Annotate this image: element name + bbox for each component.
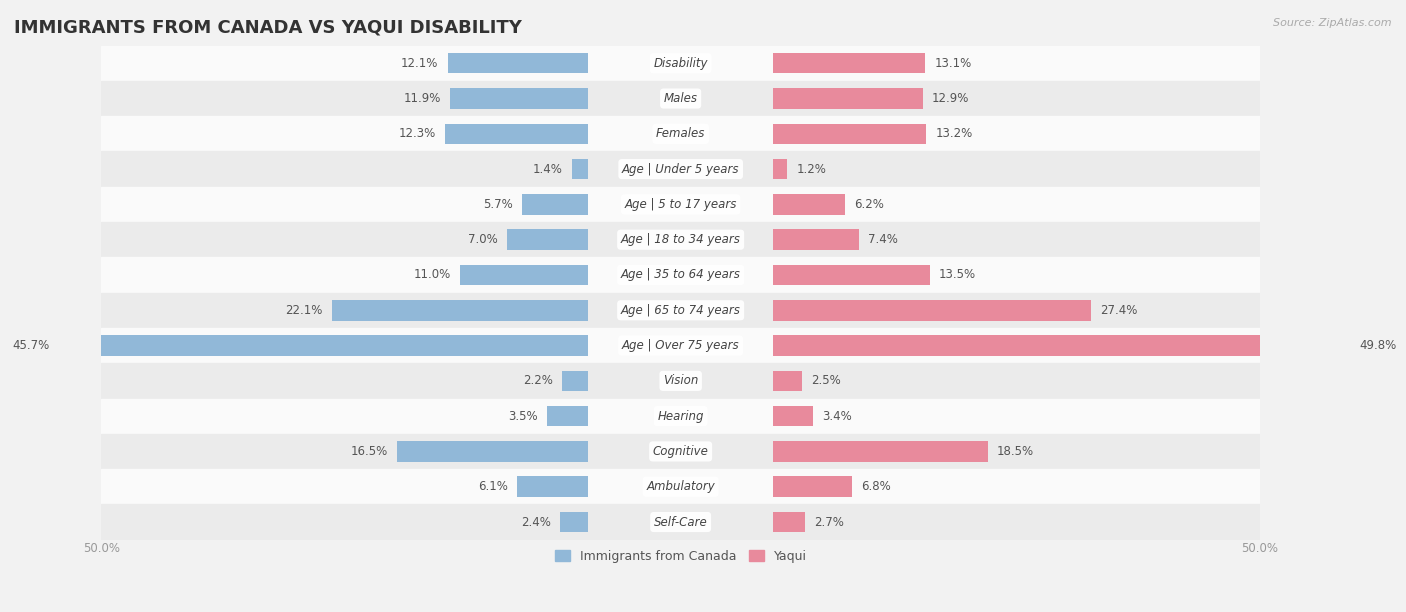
Bar: [517, 477, 588, 497]
Text: 3.5%: 3.5%: [509, 409, 538, 423]
Text: Age | 18 to 34 years: Age | 18 to 34 years: [620, 233, 741, 246]
Bar: [101, 398, 1260, 434]
Legend: Immigrants from Canada, Yaqui: Immigrants from Canada, Yaqui: [550, 545, 811, 568]
Text: 18.5%: 18.5%: [997, 445, 1035, 458]
Bar: [101, 152, 1260, 187]
Text: 12.1%: 12.1%: [401, 57, 439, 70]
Bar: [101, 434, 1260, 469]
Bar: [101, 363, 1260, 398]
Bar: [773, 230, 859, 250]
Bar: [773, 124, 927, 144]
Bar: [332, 300, 588, 321]
Bar: [450, 88, 588, 109]
Text: 6.8%: 6.8%: [862, 480, 891, 493]
Text: Age | 35 to 64 years: Age | 35 to 64 years: [620, 269, 741, 282]
Text: 45.7%: 45.7%: [11, 339, 49, 352]
Text: 16.5%: 16.5%: [350, 445, 388, 458]
Text: Hearing: Hearing: [658, 409, 704, 423]
Text: 1.4%: 1.4%: [533, 163, 562, 176]
Bar: [560, 512, 588, 532]
Text: Ambulatory: Ambulatory: [647, 480, 716, 493]
Bar: [101, 187, 1260, 222]
Text: 12.3%: 12.3%: [399, 127, 436, 140]
Text: 13.2%: 13.2%: [935, 127, 973, 140]
Bar: [572, 159, 588, 179]
Text: IMMIGRANTS FROM CANADA VS YAQUI DISABILITY: IMMIGRANTS FROM CANADA VS YAQUI DISABILI…: [14, 18, 522, 36]
Text: Self-Care: Self-Care: [654, 515, 707, 529]
Text: 1.2%: 1.2%: [797, 163, 827, 176]
Text: Source: ZipAtlas.com: Source: ZipAtlas.com: [1274, 18, 1392, 28]
Bar: [101, 81, 1260, 116]
Text: Disability: Disability: [654, 57, 707, 70]
Text: Age | 5 to 17 years: Age | 5 to 17 years: [624, 198, 737, 211]
Text: 27.4%: 27.4%: [1099, 304, 1137, 317]
Bar: [773, 512, 804, 532]
Bar: [773, 406, 813, 427]
Text: 6.2%: 6.2%: [855, 198, 884, 211]
Bar: [773, 88, 922, 109]
Bar: [773, 477, 852, 497]
Bar: [101, 328, 1260, 363]
Bar: [101, 504, 1260, 540]
Text: 13.1%: 13.1%: [935, 57, 972, 70]
Bar: [101, 222, 1260, 257]
Bar: [101, 46, 1260, 81]
Bar: [446, 124, 588, 144]
Bar: [773, 300, 1091, 321]
Bar: [522, 194, 588, 215]
Text: 2.4%: 2.4%: [522, 515, 551, 529]
Text: 2.2%: 2.2%: [523, 375, 553, 387]
Bar: [396, 441, 588, 461]
Text: Age | Under 5 years: Age | Under 5 years: [621, 163, 740, 176]
Text: Cognitive: Cognitive: [652, 445, 709, 458]
Text: 13.5%: 13.5%: [939, 269, 976, 282]
Text: Males: Males: [664, 92, 697, 105]
Text: 22.1%: 22.1%: [285, 304, 322, 317]
Text: 11.0%: 11.0%: [413, 269, 451, 282]
Text: Vision: Vision: [664, 375, 699, 387]
Text: 3.4%: 3.4%: [823, 409, 852, 423]
Bar: [562, 371, 588, 391]
Text: 6.1%: 6.1%: [478, 480, 508, 493]
Bar: [447, 53, 588, 73]
Bar: [773, 371, 803, 391]
Bar: [547, 406, 588, 427]
Bar: [59, 335, 588, 356]
Bar: [773, 335, 1350, 356]
Bar: [773, 53, 925, 73]
Bar: [773, 441, 988, 461]
Bar: [101, 469, 1260, 504]
Bar: [101, 257, 1260, 293]
Bar: [773, 194, 845, 215]
Text: Age | 65 to 74 years: Age | 65 to 74 years: [620, 304, 741, 317]
Bar: [773, 159, 787, 179]
Text: 12.9%: 12.9%: [932, 92, 970, 105]
Text: 49.8%: 49.8%: [1360, 339, 1398, 352]
Text: 7.4%: 7.4%: [869, 233, 898, 246]
Bar: [506, 230, 588, 250]
Text: 11.9%: 11.9%: [404, 92, 441, 105]
Text: 7.0%: 7.0%: [468, 233, 498, 246]
Bar: [461, 265, 588, 285]
Text: 2.5%: 2.5%: [811, 375, 841, 387]
Bar: [101, 116, 1260, 152]
Text: Age | Over 75 years: Age | Over 75 years: [621, 339, 740, 352]
Text: 2.7%: 2.7%: [814, 515, 844, 529]
Text: 5.7%: 5.7%: [482, 198, 513, 211]
Text: Females: Females: [657, 127, 706, 140]
Bar: [101, 293, 1260, 328]
Bar: [773, 265, 929, 285]
